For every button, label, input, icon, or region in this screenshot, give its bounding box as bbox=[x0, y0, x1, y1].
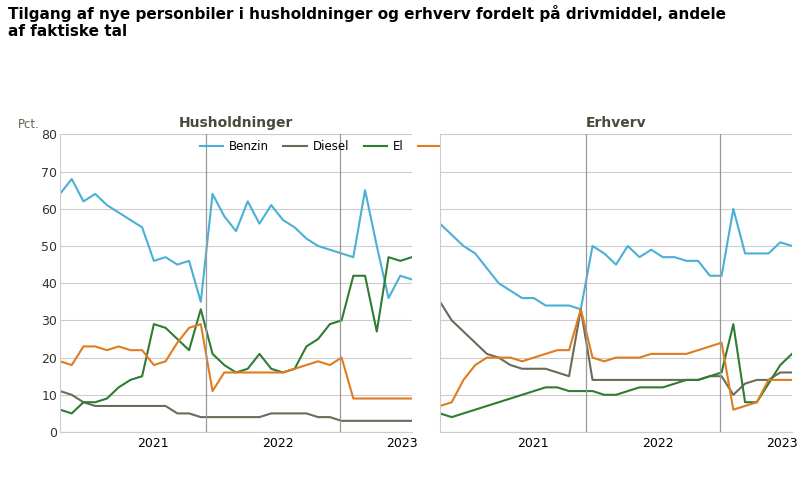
Title: Erhverv: Erhverv bbox=[586, 117, 646, 131]
Text: Pct.: Pct. bbox=[18, 119, 40, 132]
Legend: Benzin, Diesel, El, Plugin hybrid: Benzin, Diesel, El, Plugin hybrid bbox=[200, 140, 526, 153]
Text: Tilgang af nye personbiler i husholdninger og erhverv fordelt på drivmiddel, and: Tilgang af nye personbiler i husholdning… bbox=[8, 5, 726, 39]
Title: Husholdninger: Husholdninger bbox=[179, 117, 293, 131]
